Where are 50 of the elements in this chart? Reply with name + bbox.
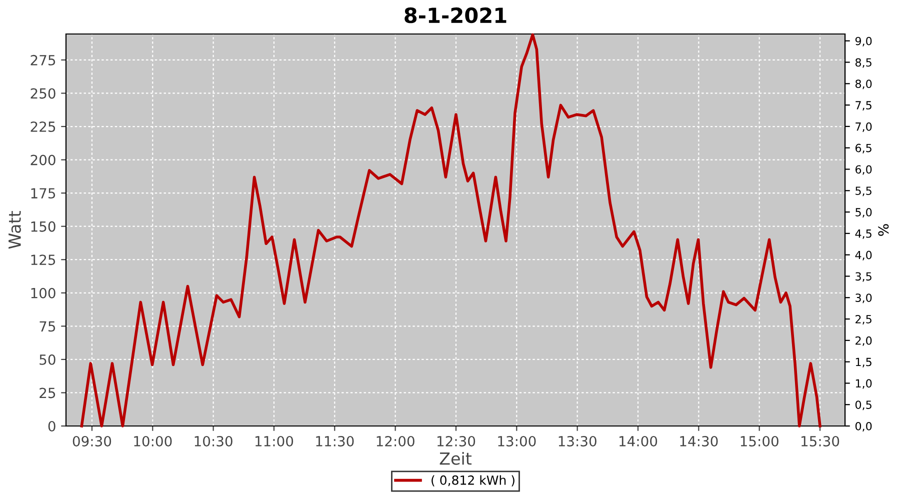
x-tick-label: 12:30 — [438, 436, 476, 446]
legend-label: ( 0,812 kWh ) — [432, 475, 514, 486]
y2-tick-label: 2,0 — [856, 336, 872, 346]
x-tick-label: 12:00 — [376, 436, 414, 446]
y2-tick-label: 8,5 — [855, 58, 872, 68]
y2-tick-label: 3,5 — [856, 272, 872, 282]
y2-tick-label: 1,0 — [856, 379, 872, 389]
y2-tick-label: 0,5 — [855, 400, 872, 410]
x-tick-label: 10:30 — [194, 436, 232, 446]
y-tick-label: 275 — [30, 54, 56, 66]
y2-tick-label: 6,0 — [856, 165, 872, 175]
line-series — [80, 33, 822, 428]
y-tick-label: 125 — [31, 254, 56, 266]
x-tick-label: 13:30 — [558, 436, 596, 446]
y-tick-label: 225 — [30, 121, 56, 132]
x-tick-label: 09:30 — [72, 436, 112, 446]
y2-tick-label: 3,0 — [856, 294, 872, 304]
y-tick-label: 200 — [30, 154, 56, 166]
y2-tick-label: 6,5 — [856, 144, 872, 154]
y-tick-label: 25 — [40, 388, 56, 398]
y2-tick-label: 4,5 — [855, 230, 872, 239]
x-tick-label: 15:30 — [802, 436, 840, 446]
y-tick-label: 0 — [48, 420, 56, 432]
chart-title: 8-1-2021 — [404, 7, 506, 24]
y2-tick-label: 5,0 — [856, 208, 872, 218]
y2-tick-label: 7,5 — [856, 101, 872, 111]
x-tick-label: 11:30 — [316, 436, 354, 446]
y-tick-label: 75 — [40, 321, 56, 332]
x-tick-label: 10:00 — [134, 436, 172, 446]
y2-tick-label: 5,5 — [856, 186, 872, 196]
x-tick-label: 14:30 — [680, 436, 718, 446]
y2-tick-label: 9,0 — [855, 36, 872, 46]
y2-tick-label: 0,0 — [855, 422, 872, 432]
y-tick-label: 150 — [31, 221, 56, 232]
y-axis-title: Watt — [8, 211, 21, 249]
x-tick-label: 11:00 — [255, 436, 294, 446]
y2-tick-label: 2,5 — [856, 314, 872, 325]
y2-tick-label: 7,0 — [856, 122, 872, 132]
y-tick-label: 250 — [30, 88, 56, 99]
y2-axis-title: % — [878, 224, 889, 236]
x-tick-label: 15:00 — [740, 436, 778, 446]
y2-tick-label: 8,0 — [855, 80, 872, 90]
x-tick-label: 14:00 — [620, 436, 658, 446]
y2-tick-label: 1,5 — [856, 358, 872, 368]
y-tick-label: 100 — [31, 288, 56, 298]
x-axis-title: Zeit — [440, 452, 472, 465]
y-tick-label: 50 — [40, 354, 56, 365]
x-tick-label: 13:00 — [498, 436, 536, 446]
y-tick-label: 175 — [31, 188, 56, 199]
y2-tick-label: 4,0 — [855, 250, 872, 260]
